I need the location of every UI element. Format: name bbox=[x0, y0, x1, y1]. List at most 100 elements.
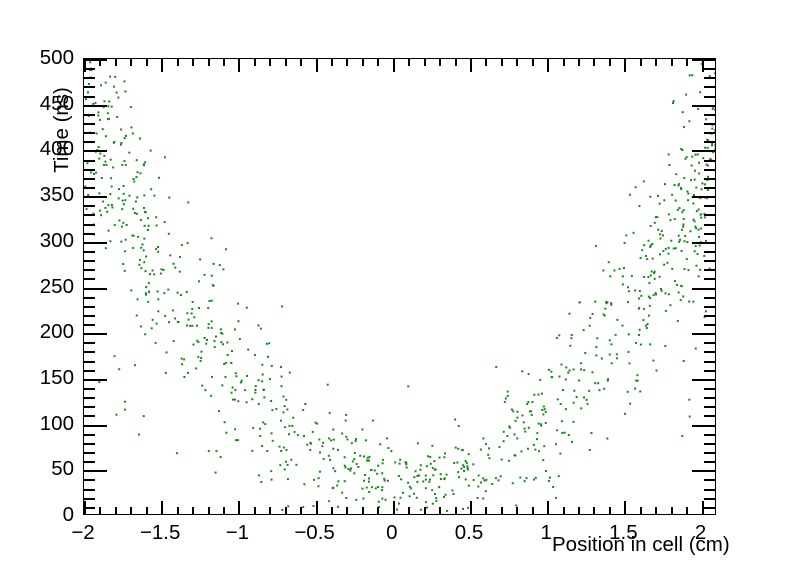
scatter-point bbox=[147, 228, 149, 231]
scatter-point bbox=[408, 485, 411, 488]
scatter-point bbox=[568, 369, 571, 372]
scatter-point bbox=[210, 274, 213, 277]
scatter-point bbox=[132, 177, 135, 180]
x-minor-tick-top bbox=[146, 59, 148, 66]
scatter-point bbox=[525, 477, 528, 480]
scatter-point bbox=[466, 465, 469, 468]
scatter-point bbox=[268, 342, 271, 345]
scatter-point bbox=[467, 484, 470, 487]
scatter-point bbox=[424, 478, 427, 481]
scatter-point bbox=[664, 344, 667, 347]
scatter-point bbox=[491, 482, 494, 485]
scatter-point bbox=[361, 487, 364, 490]
scatter-point bbox=[648, 304, 651, 307]
scatter-point bbox=[543, 445, 546, 448]
scatter-point bbox=[210, 326, 213, 329]
scatter-point bbox=[203, 336, 206, 339]
scatter-point bbox=[713, 129, 715, 132]
scatter-point bbox=[374, 487, 377, 490]
scatter-point bbox=[84, 98, 87, 101]
scatter-point bbox=[92, 103, 95, 105]
scatter-point bbox=[163, 292, 166, 295]
scatter-point bbox=[682, 359, 685, 362]
scatter-point bbox=[556, 429, 559, 432]
scatter-point bbox=[635, 379, 638, 382]
scatter-point bbox=[703, 216, 706, 219]
scatter-point bbox=[649, 274, 652, 277]
scatter-point bbox=[281, 508, 284, 511]
scatter-point bbox=[321, 445, 324, 448]
y-minor-tick-right bbox=[704, 489, 715, 491]
scatter-point bbox=[591, 312, 594, 315]
scatter-point bbox=[328, 411, 331, 414]
scatter-point bbox=[603, 314, 606, 317]
y-major-tick bbox=[84, 242, 107, 244]
scatter-point bbox=[695, 186, 698, 189]
scatter-point bbox=[89, 61, 92, 64]
scatter-point bbox=[141, 243, 144, 246]
x-minor-tick-top bbox=[269, 59, 271, 66]
scatter-point bbox=[432, 474, 435, 477]
scatter-point bbox=[235, 439, 238, 442]
scatter-point bbox=[555, 496, 558, 499]
scatter-point bbox=[156, 245, 159, 248]
y-minor-tick bbox=[84, 160, 95, 162]
scatter-point bbox=[113, 355, 116, 358]
y-minor-tick-right bbox=[704, 187, 715, 189]
scatter-point bbox=[381, 472, 384, 475]
y-minor-tick bbox=[84, 507, 95, 509]
scatter-point bbox=[165, 351, 168, 354]
scatter-point bbox=[92, 233, 95, 236]
scatter-point bbox=[688, 300, 691, 303]
scatter-point bbox=[328, 437, 331, 440]
scatter-point bbox=[223, 362, 226, 365]
y-minor-tick bbox=[84, 68, 95, 70]
scatter-point bbox=[210, 375, 213, 378]
scatter-point bbox=[610, 302, 613, 305]
scatter-point bbox=[186, 371, 189, 374]
scatter-point bbox=[344, 419, 347, 422]
scatter-point bbox=[97, 111, 100, 114]
y-tick-label: 200 bbox=[39, 320, 74, 344]
scatter-point bbox=[416, 474, 419, 477]
scatter-point bbox=[270, 364, 273, 367]
scatter-point bbox=[507, 459, 510, 462]
scatter-point bbox=[330, 439, 333, 442]
x-major-tick-top bbox=[161, 59, 163, 72]
scatter-point bbox=[416, 481, 419, 484]
scatter-point bbox=[688, 120, 691, 123]
x-minor-tick bbox=[578, 507, 580, 514]
scatter-point bbox=[647, 276, 650, 279]
scatter-point bbox=[445, 509, 448, 512]
scatter-point bbox=[708, 267, 711, 270]
scatter-point bbox=[681, 434, 684, 437]
y-tick-label: 350 bbox=[39, 183, 74, 207]
scatter-point bbox=[109, 240, 112, 243]
scatter-point bbox=[621, 324, 624, 327]
scatter-point bbox=[124, 163, 127, 166]
scatter-point bbox=[691, 155, 694, 158]
scatter-point bbox=[510, 408, 513, 411]
scatter-point bbox=[257, 324, 260, 327]
scatter-point bbox=[159, 272, 162, 275]
scatter-point bbox=[639, 256, 642, 259]
scatter-point bbox=[180, 244, 183, 247]
scatter-point bbox=[485, 478, 488, 481]
scatter-point bbox=[372, 419, 375, 422]
scatter-point bbox=[187, 318, 190, 321]
scatter-point bbox=[677, 183, 680, 186]
scatter-point bbox=[191, 324, 194, 327]
scatter-point bbox=[640, 294, 643, 297]
scatter-point bbox=[322, 441, 325, 444]
y-minor-tick bbox=[84, 224, 95, 226]
scatter-point bbox=[697, 107, 700, 110]
scatter-point bbox=[236, 439, 239, 442]
scatter-point bbox=[230, 350, 233, 353]
scatter-point bbox=[628, 362, 631, 365]
scatter-point bbox=[257, 402, 260, 405]
scatter-point bbox=[682, 223, 685, 226]
scatter-point bbox=[697, 228, 700, 231]
scatter-point bbox=[589, 316, 592, 319]
scatter-point bbox=[90, 69, 93, 72]
scatter-point bbox=[349, 469, 352, 472]
